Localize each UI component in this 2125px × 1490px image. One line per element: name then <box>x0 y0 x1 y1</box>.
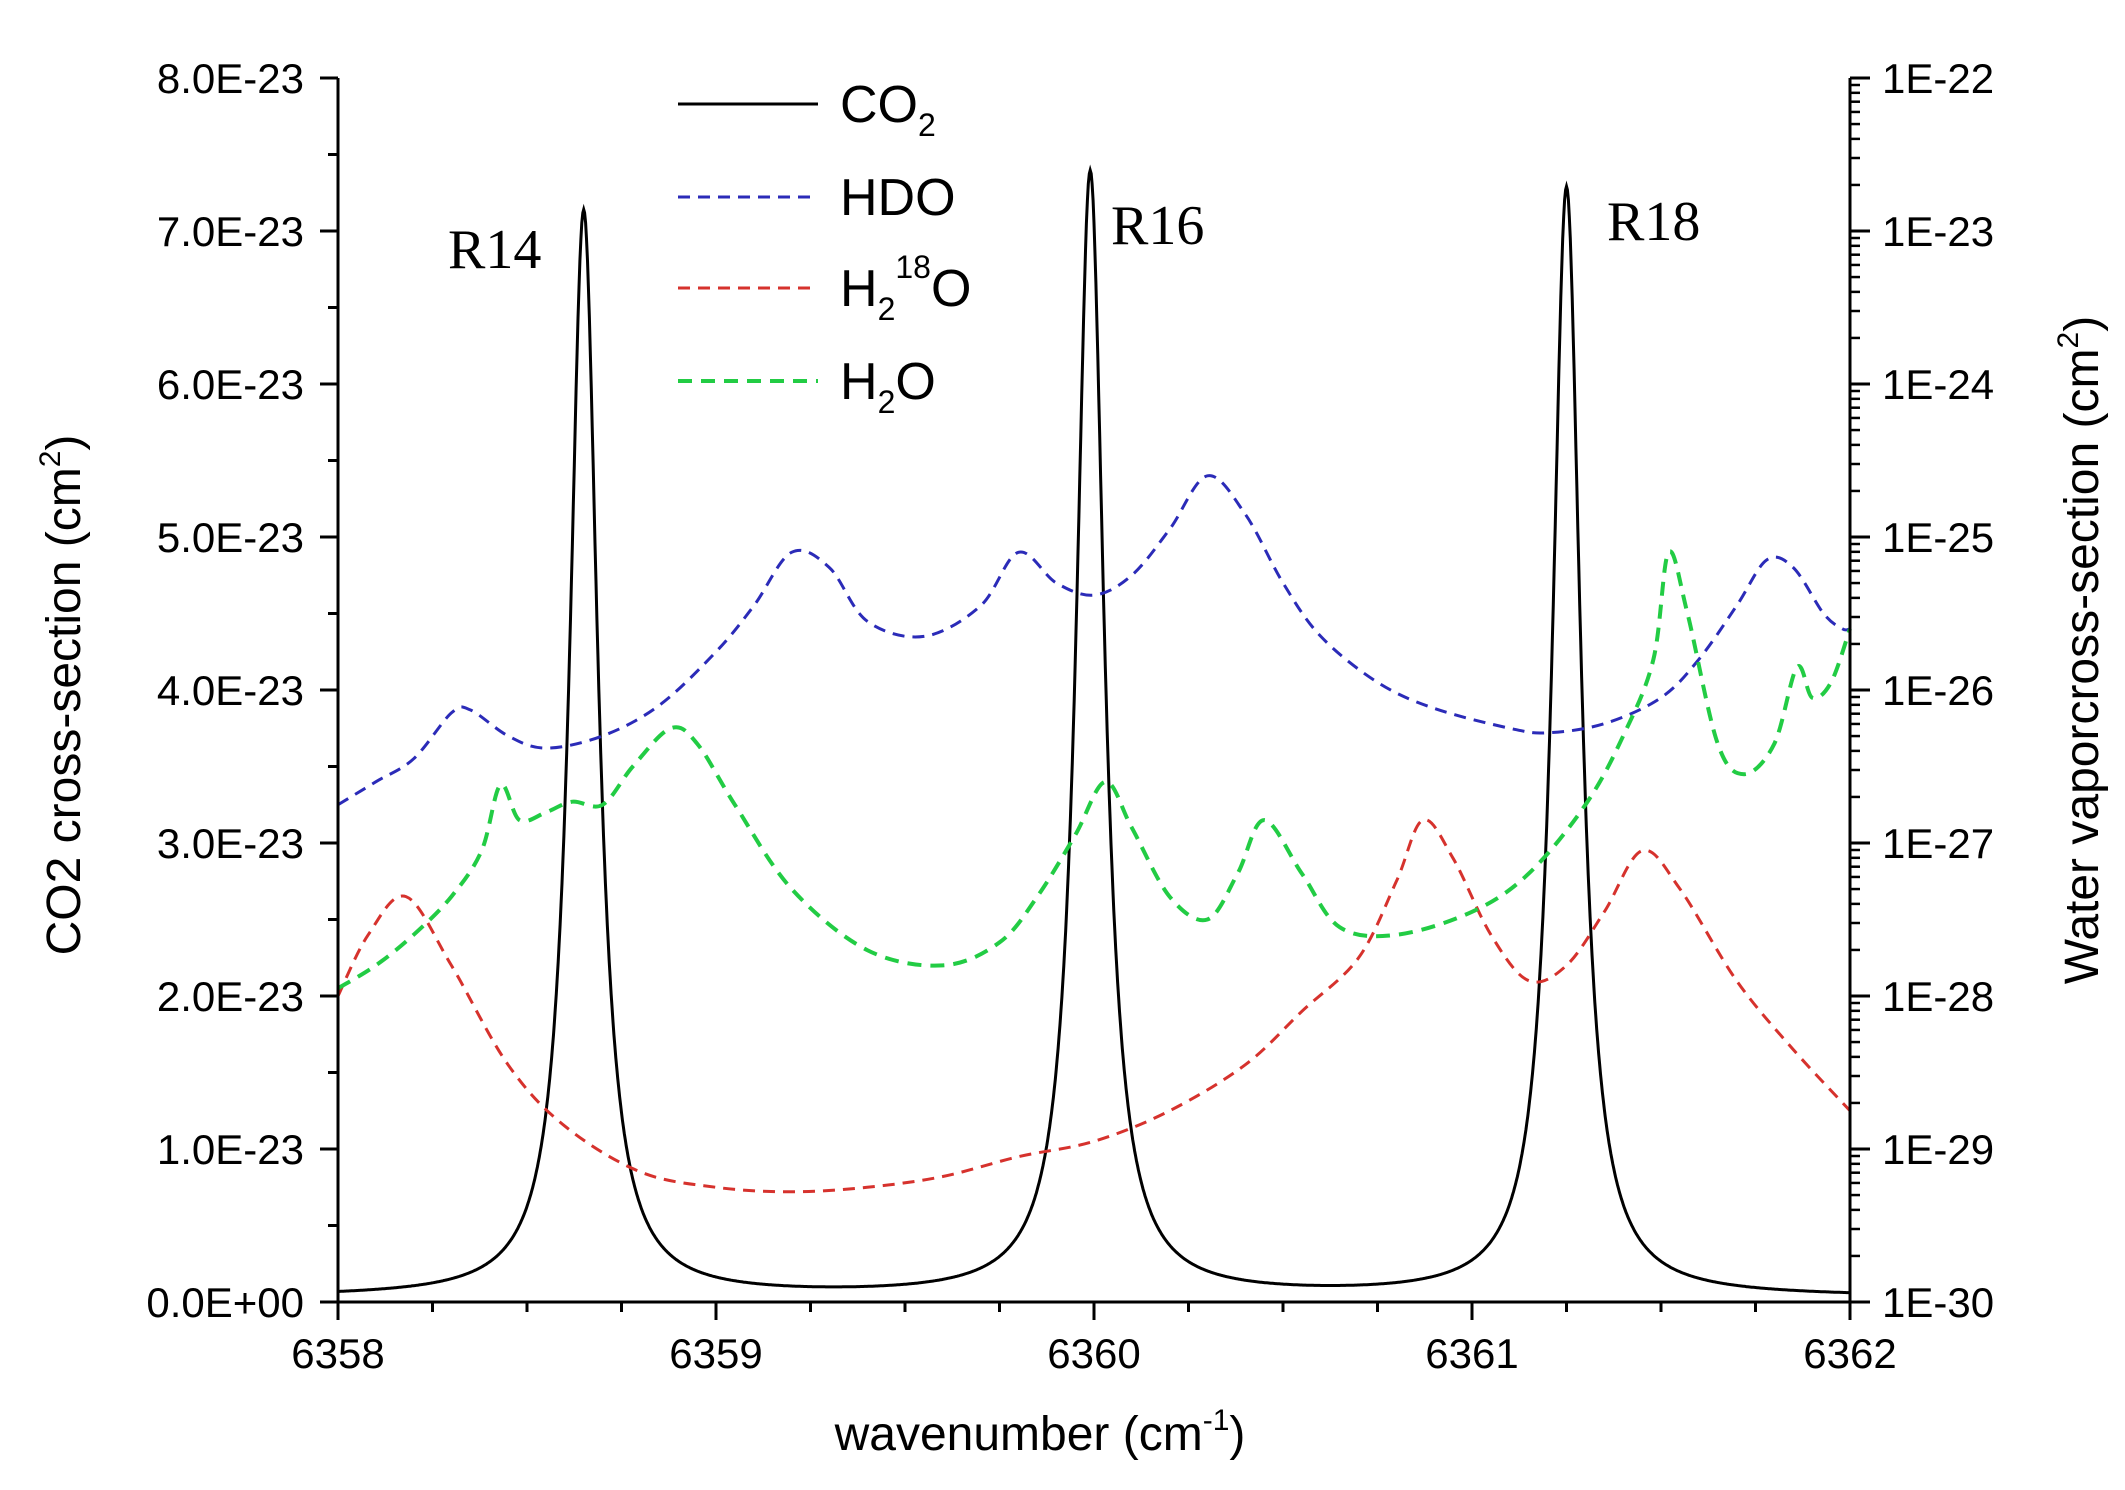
series-line-h2o <box>336 549 1852 991</box>
y-right-tick-label: 1E-30 <box>1882 1279 1994 1326</box>
x-tick-label: 6361 <box>1425 1330 1518 1377</box>
legend-label-h2o: H2O <box>840 353 936 420</box>
y-right-tick-label: 1E-23 <box>1882 208 1994 255</box>
y-right-tick-label: 1E-24 <box>1882 361 1994 408</box>
y-right-tick-label: 1E-29 <box>1882 1126 1994 1173</box>
series-line-co2 <box>338 164 1851 1295</box>
x-tick-label: 6360 <box>1047 1330 1140 1377</box>
x-tick-label: 6359 <box>669 1330 762 1377</box>
legend-label-hdo: HDO <box>840 169 956 227</box>
y-left-tick-label: 3.0E-23 <box>157 820 304 867</box>
x-tick-label: 6362 <box>1803 1330 1896 1377</box>
y-left-tick-label: 8.0E-23 <box>157 55 304 102</box>
y-left-tick-label: 1.0E-23 <box>157 1126 304 1173</box>
y-axis-left-title: CO2 cross-section (cm2) <box>34 435 91 956</box>
x-axis-title: wavenumber (cm-1) <box>834 1404 1246 1461</box>
y-left-tick-label: 5.0E-23 <box>157 514 304 561</box>
legend: CO2 HDO H218O H2O <box>678 76 971 420</box>
series-line-hdo <box>337 474 1851 807</box>
peak-label-r14: R14 <box>448 219 541 281</box>
x-tick-label: 6358 <box>291 1330 384 1377</box>
legend-label-h2-18o: H218O <box>840 249 971 327</box>
y-axis-right-title: Water vaporcross-section (cm2) <box>2052 316 2109 984</box>
plot-lines <box>336 164 1852 1295</box>
series-line-h2-18o <box>336 818 1852 1194</box>
y-left-tick-label: 7.0E-23 <box>157 208 304 255</box>
y-right-tick-label: 1E-25 <box>1882 514 1994 561</box>
legend-label-co2: CO2 <box>840 76 936 143</box>
y-left-tick-label: 6.0E-23 <box>157 361 304 408</box>
y-left-tick-label: 4.0E-23 <box>157 667 304 714</box>
y-left-tick-label: 0.0E+00 <box>146 1279 304 1326</box>
ticks: 6358 6359 6360 6361 6362 0.0E+00 1.0E-23 2.0E-2… <box>146 55 1994 1377</box>
y-right-tick-label: 1E-27 <box>1882 820 1994 867</box>
y-right-tick-label: 1E-28 <box>1882 973 1994 1020</box>
y-right-tick-label: 1E-26 <box>1882 667 1994 714</box>
peak-label-r16: R16 <box>1111 195 1204 257</box>
y-left-tick-label: 2.0E-23 <box>157 973 304 1020</box>
peak-label-r18: R18 <box>1607 191 1700 253</box>
y-right-tick-label: 1E-22 <box>1882 55 1994 102</box>
